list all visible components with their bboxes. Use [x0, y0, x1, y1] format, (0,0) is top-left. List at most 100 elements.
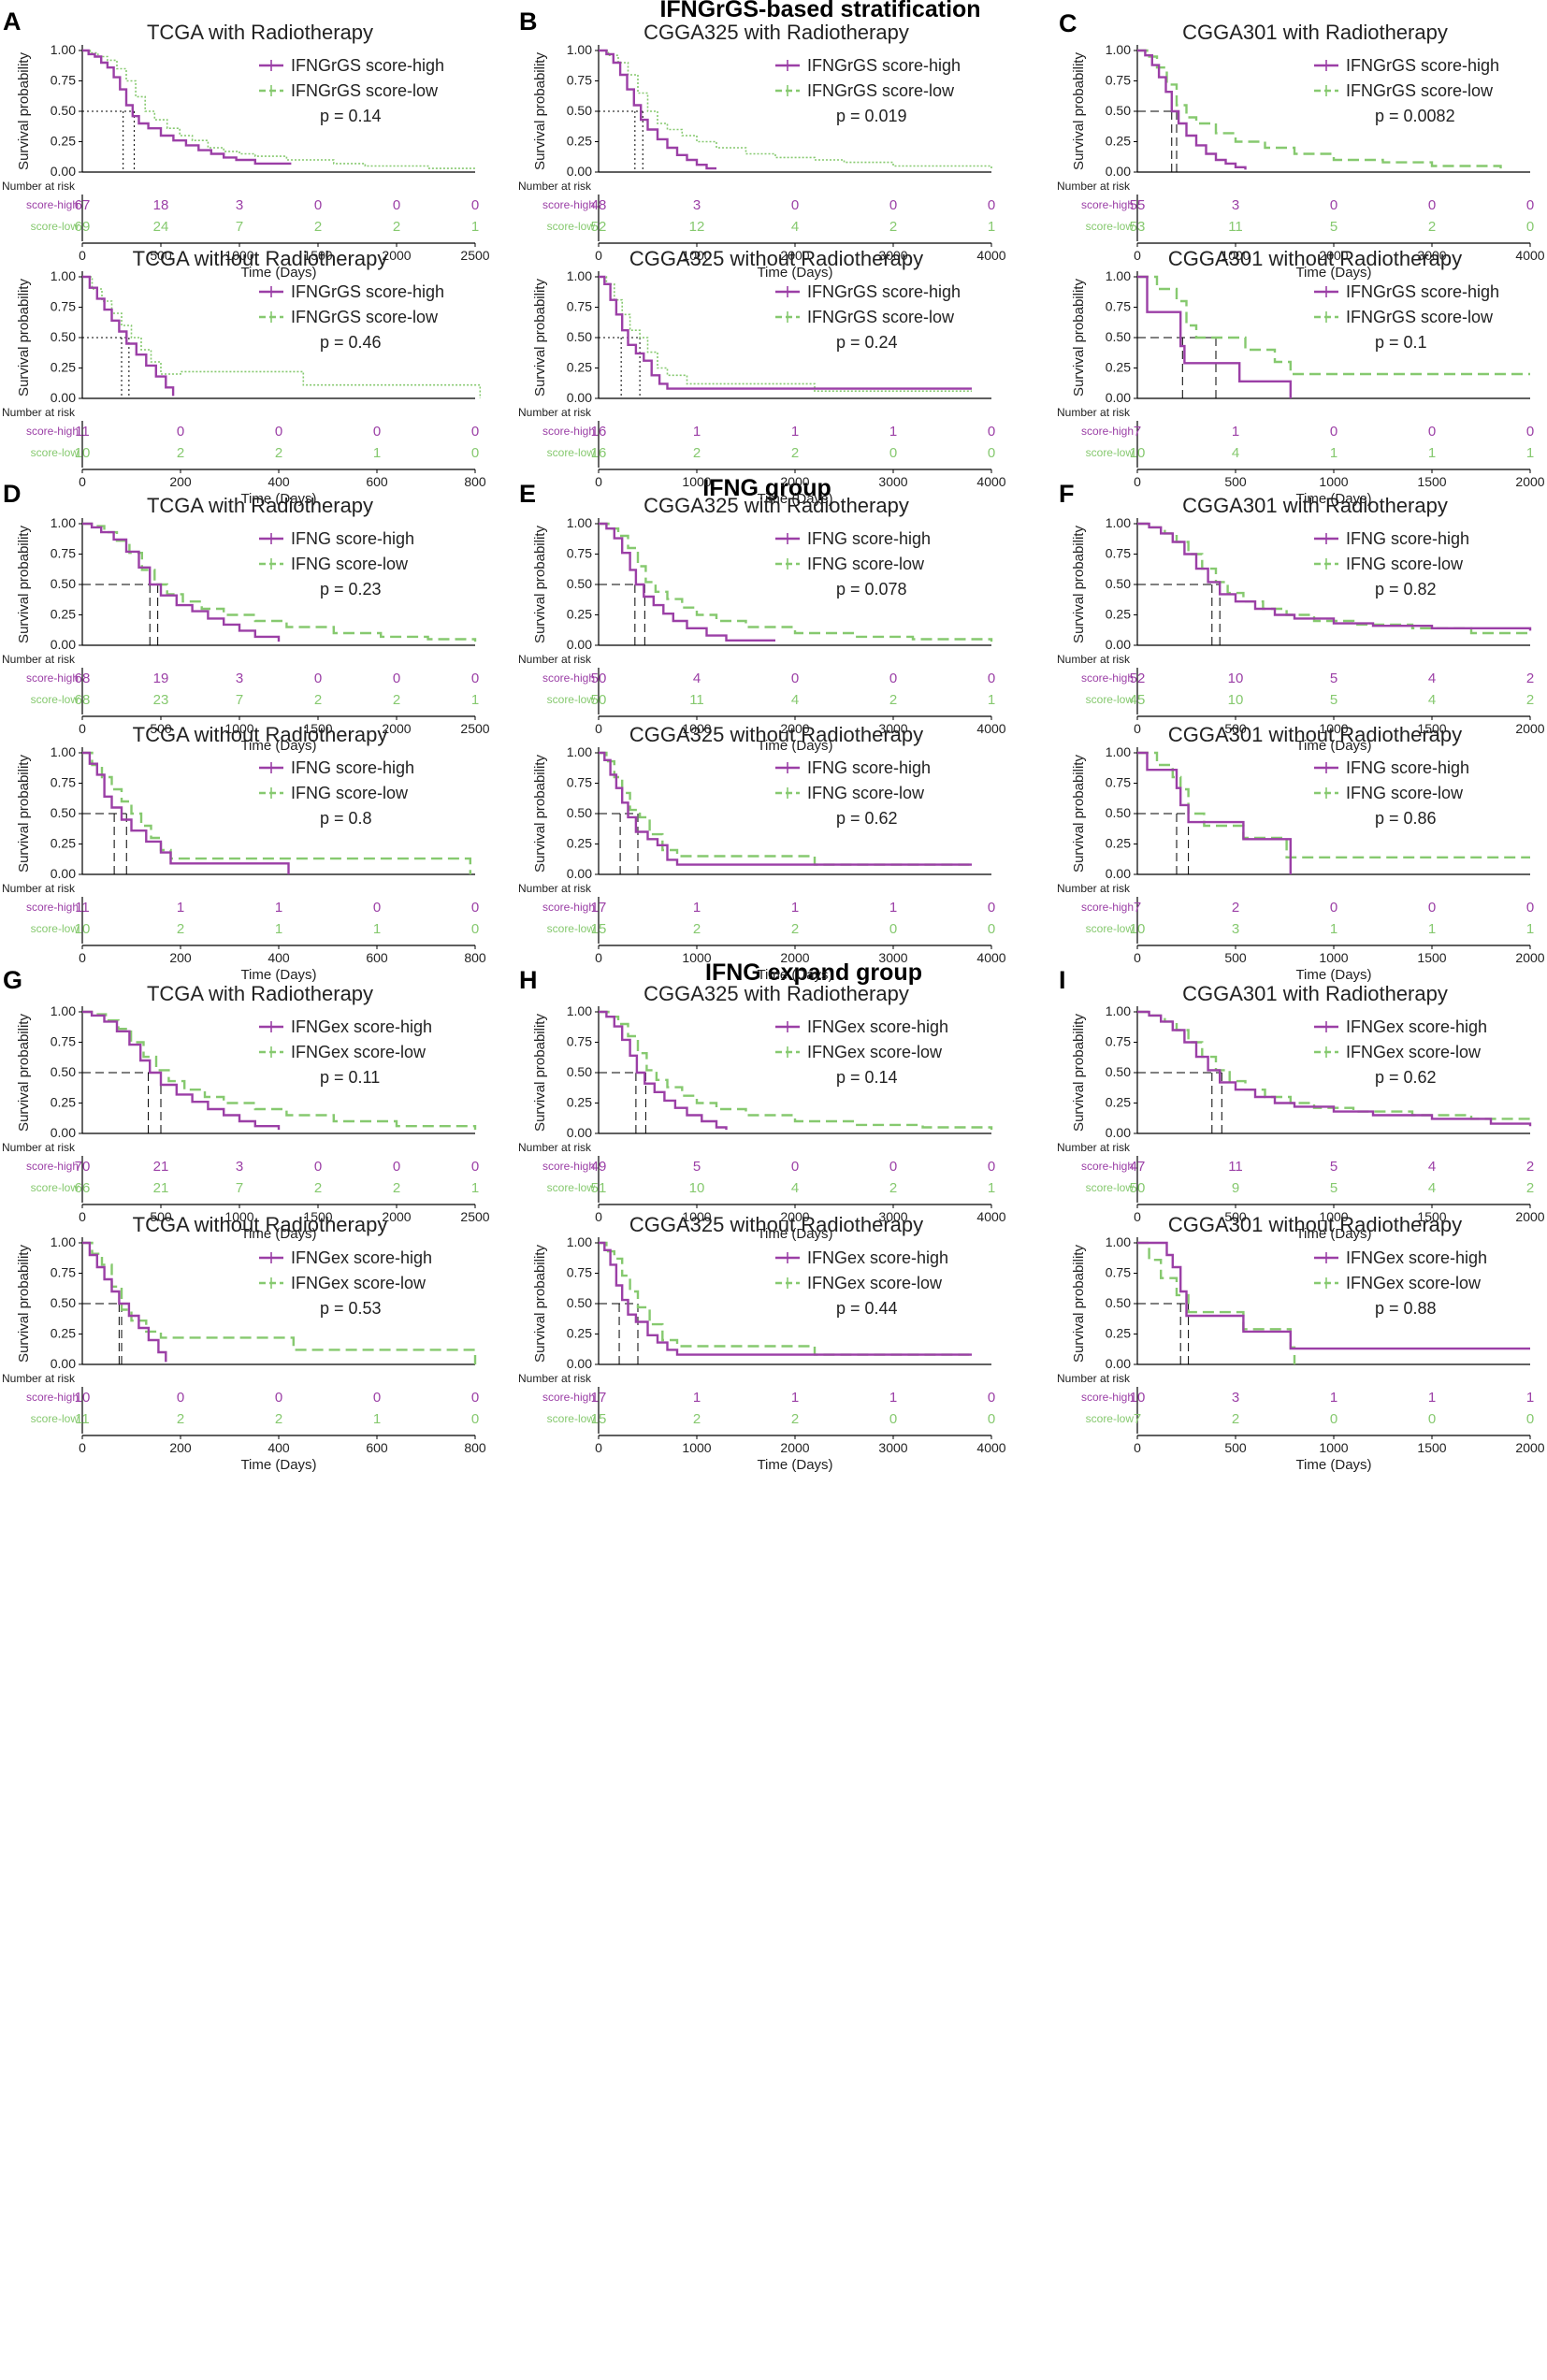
risk-count-high: 1 — [1330, 1390, 1337, 1406]
risk-count-high: 1 — [275, 900, 282, 916]
risk-count-high: 7 — [1134, 900, 1141, 916]
y-axis-label: Survival probability — [532, 52, 548, 170]
risk-count-low: 2 — [889, 692, 897, 708]
risk-count-low: 7 — [236, 1180, 243, 1196]
km-chart-svg: CGGA301 without Radiotherapy Survival pro… — [1057, 1213, 1545, 1473]
y-tick-label: 0.25 — [567, 1095, 592, 1110]
y-tick-label: 0.50 — [1106, 1064, 1131, 1079]
km-chart-svg: CGGA325 without Radiotherapy Survival pro… — [518, 247, 1006, 507]
risk-count-low: 10 — [1130, 921, 1146, 937]
p-value: p = 0.44 — [836, 1299, 898, 1318]
risk-row-label-high: score-high — [1081, 1391, 1134, 1404]
number-at-risk-label: Number at risk — [2, 406, 76, 419]
p-value: p = 0.88 — [1375, 1299, 1437, 1318]
curve-score-high — [82, 751, 290, 874]
y-tick-label: 1.00 — [1106, 1234, 1131, 1249]
risk-count-high: 47 — [1130, 1159, 1146, 1175]
risk-count-high: 21 — [153, 1159, 169, 1175]
risk-count-low: 4 — [791, 1180, 799, 1196]
x-tick-label: 1000 — [1319, 721, 1348, 736]
risk-count-high: 1 — [1232, 424, 1239, 440]
risk-count-low: 0 — [889, 921, 897, 937]
x-tick-label: 500 — [1224, 1209, 1247, 1224]
risk-count-low: 2 — [1428, 219, 1436, 235]
curve-score-high — [82, 522, 281, 642]
km-chart-svg: CGGA325 with Radiotherapy Survival probab… — [518, 982, 1006, 1242]
x-tick-label: 500 — [150, 721, 172, 736]
risk-count-high: 0 — [275, 424, 282, 440]
risk-count-low: 2 — [275, 1411, 282, 1427]
y-tick-label: 0.00 — [567, 637, 592, 652]
risk-count-low: 3 — [1232, 921, 1239, 937]
y-tick-label: 0.75 — [567, 1265, 592, 1280]
y-tick-label: 0.00 — [567, 1356, 592, 1371]
y-tick-label: 0.00 — [51, 164, 76, 179]
p-value: p = 0.24 — [836, 333, 898, 352]
risk-row-label-high: score-high — [26, 1160, 79, 1173]
x-tick-label: 0 — [595, 950, 602, 965]
risk-count-high: 5 — [693, 1159, 701, 1175]
risk-count-low: 23 — [153, 692, 169, 708]
km-chart-svg: CGGA301 without Radiotherapy Survival pro… — [1057, 723, 1545, 983]
risk-count-high: 0 — [471, 1159, 479, 1175]
risk-count-low: 11 — [75, 1411, 90, 1427]
x-tick-label: 2000 — [780, 721, 809, 736]
risk-count-low: 66 — [75, 1180, 91, 1196]
risk-count-low: 2 — [177, 1411, 184, 1427]
risk-count-low: 1 — [275, 921, 282, 937]
risk-count-high: 11 — [75, 424, 90, 440]
x-tick-label: 500 — [150, 1209, 172, 1224]
risk-count-high: 0 — [889, 197, 897, 213]
km-chart: CGGA301 without Radiotherapy Survival pro… — [1055, 1213, 1547, 1473]
x-axis-label: Time (Days) — [1295, 491, 1371, 507]
number-at-risk-label: Number at risk — [1057, 406, 1131, 419]
p-value: p = 0.14 — [836, 1068, 898, 1087]
p-value: p = 0.1 — [1375, 333, 1427, 352]
x-tick-label: 1000 — [682, 1209, 711, 1224]
x-tick-label: 1000 — [682, 1440, 711, 1455]
x-tick-label: 0 — [1134, 1209, 1141, 1224]
risk-count-low: 1 — [988, 219, 995, 235]
y-tick-label: 0.75 — [51, 546, 76, 561]
x-tick-label: 200 — [169, 950, 192, 965]
y-axis-label: Survival probability — [532, 1245, 548, 1363]
x-tick-label: 1500 — [1417, 1440, 1446, 1455]
risk-count-high: 3 — [1232, 1390, 1239, 1406]
y-tick-label: 0.00 — [1106, 1356, 1131, 1371]
y-tick-label: 0.50 — [567, 103, 592, 118]
risk-row-label-low: score-low — [1086, 1181, 1135, 1194]
risk-count-high: 3 — [236, 671, 243, 686]
risk-count-low: 50 — [591, 692, 607, 708]
y-tick-label: 0.75 — [51, 299, 76, 314]
y-axis-label: Survival probability — [532, 1014, 548, 1132]
curve-score-high — [599, 1241, 972, 1356]
x-tick-label: 400 — [267, 474, 290, 489]
risk-row-label-low: score-low — [547, 1181, 596, 1194]
panel-letter-h: H — [519, 966, 538, 994]
risk-count-low: 5 — [1330, 1180, 1337, 1196]
km-chart: CGGA301 without Radiotherapy Survival pro… — [1055, 247, 1547, 507]
risk-count-low: 1 — [373, 445, 381, 461]
curve-score-low — [1137, 275, 1530, 376]
risk-row-label-low: score-low — [31, 446, 80, 459]
curve-score-high — [1137, 1010, 1532, 1127]
risk-count-low: 10 — [75, 921, 91, 937]
curve-score-low — [599, 522, 993, 642]
risk-count-high: 4 — [693, 671, 701, 686]
risk-count-high: 17 — [591, 1390, 607, 1406]
y-tick-label: 0.25 — [567, 836, 592, 851]
number-at-risk-label: Number at risk — [1057, 653, 1131, 666]
risk-count-low: 15 — [591, 921, 607, 937]
risk-row-label-low: score-low — [547, 693, 596, 706]
risk-count-low: 0 — [471, 1411, 479, 1427]
x-axis-label: Time (Days) — [240, 491, 316, 507]
y-tick-label: 0.50 — [1106, 103, 1131, 118]
risk-count-high: 3 — [236, 1159, 243, 1175]
risk-count-low: 1 — [471, 1180, 479, 1196]
y-tick-label: 0.50 — [51, 1295, 76, 1310]
y-tick-label: 0.50 — [567, 805, 592, 820]
x-tick-label: 0 — [1134, 950, 1141, 965]
curve-score-low — [82, 50, 475, 169]
risk-count-high: 0 — [1330, 197, 1337, 213]
